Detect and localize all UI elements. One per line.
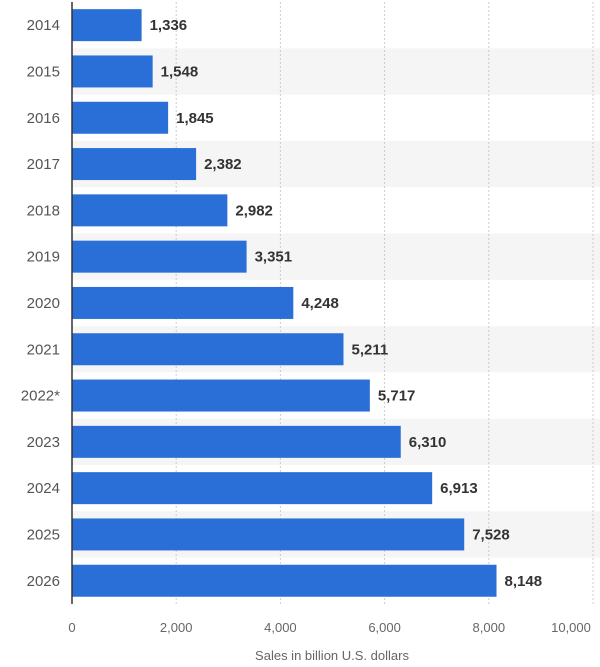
x-tick-label: 8,000	[473, 620, 506, 635]
category-label: 2020	[27, 295, 60, 312]
data-label: 8,148	[505, 573, 543, 590]
bar-2023	[72, 425, 401, 458]
category-label: 2023	[27, 434, 60, 451]
x-tick-labels: 0 2,000 4,000 6,000 8,000 10,000	[68, 620, 591, 635]
category-label: 2016	[27, 110, 60, 127]
bar-2020	[72, 286, 294, 319]
x-tick-label: 0	[68, 620, 75, 635]
bar-2021	[72, 333, 344, 366]
data-label: 6,310	[409, 434, 447, 451]
bar-2024	[72, 472, 433, 505]
category-label: 2019	[27, 249, 60, 266]
category-label: 2024	[27, 480, 60, 497]
bar-2018	[72, 194, 228, 227]
bar-2025	[72, 518, 465, 551]
data-label: 5,717	[378, 388, 416, 405]
category-label: 2014	[27, 17, 60, 34]
bar-2014	[72, 9, 142, 42]
category-label: 2015	[27, 63, 60, 80]
category-label: 2018	[27, 202, 60, 219]
category-labels: 2014 2015 2016 2017 2018 2019 2020 2021 2022* 202…	[21, 17, 60, 590]
data-label: 1,548	[161, 63, 199, 80]
bar-2019	[72, 240, 247, 273]
x-axis-label: Sales in billion U.S. dollars	[255, 648, 409, 663]
x-tick-label: 6,000	[368, 620, 401, 635]
category-label: 2025	[27, 526, 60, 543]
bars	[72, 9, 497, 597]
bar-2022*	[72, 379, 370, 412]
category-label: 2026	[27, 573, 60, 590]
x-tick-label: 2,000	[160, 620, 193, 635]
data-label: 6,913	[440, 480, 478, 497]
x-tick-label: 10,000	[551, 620, 591, 635]
bar-2017	[72, 148, 197, 181]
data-label: 7,528	[472, 526, 510, 543]
data-label: 4,248	[301, 295, 339, 312]
data-label: 2,382	[204, 156, 242, 173]
bar-2015	[72, 55, 153, 88]
category-label: 2022*	[21, 388, 60, 405]
data-label: 1,336	[150, 17, 188, 34]
data-labels: 1,336 1,548 1,845 2,382 2,982 3,351 4,248 5,211…	[150, 17, 542, 590]
data-label: 1,845	[176, 110, 214, 127]
x-tick-label: 4,000	[264, 620, 297, 635]
data-label: 5,211	[351, 341, 388, 358]
bar-2026	[72, 564, 497, 597]
bar-2016	[72, 101, 169, 134]
category-label: 2021	[27, 341, 60, 358]
data-label: 2,982	[235, 202, 273, 219]
category-label: 2017	[27, 156, 60, 173]
data-label: 3,351	[255, 249, 293, 266]
row-stripe	[72, 48, 600, 95]
